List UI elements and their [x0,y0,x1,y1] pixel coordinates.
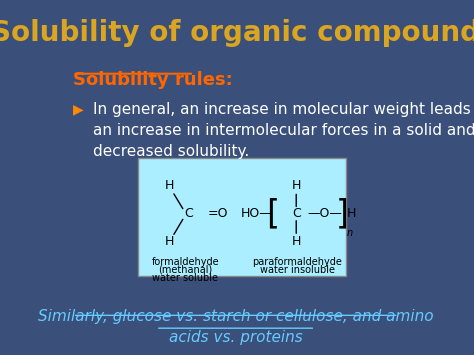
Text: C: C [292,207,301,220]
Text: H: H [346,207,356,220]
Text: water insoluble: water insoluble [260,265,335,275]
Text: water soluble: water soluble [152,273,219,283]
Text: H: H [165,179,174,192]
Text: n: n [347,228,353,238]
Text: Solubility rules:: Solubility rules: [73,71,232,89]
Text: —O—: —O— [307,207,342,220]
Text: [: [ [266,197,279,230]
Text: C: C [184,207,193,220]
Text: (methanal): (methanal) [158,265,212,275]
Text: ]: ] [336,197,348,230]
Text: ▶: ▶ [73,102,83,116]
Text: formaldehyde: formaldehyde [152,257,219,267]
Text: paraformaldehyde: paraformaldehyde [252,257,342,267]
Text: H: H [292,235,301,248]
Text: =O: =O [208,207,228,220]
Text: H: H [292,179,301,192]
FancyBboxPatch shape [138,158,346,276]
Text: HO—: HO— [240,207,272,220]
Text: H: H [165,235,174,248]
Text: Similarly, glucose vs. starch or cellulose, and amino
acids vs. proteins: Similarly, glucose vs. starch or cellulo… [38,309,433,345]
Text: Solubility of organic compound: Solubility of organic compound [0,19,474,47]
Text: In general, an increase in molecular weight leads to
an increase in intermolecul: In general, an increase in molecular wei… [93,102,474,159]
